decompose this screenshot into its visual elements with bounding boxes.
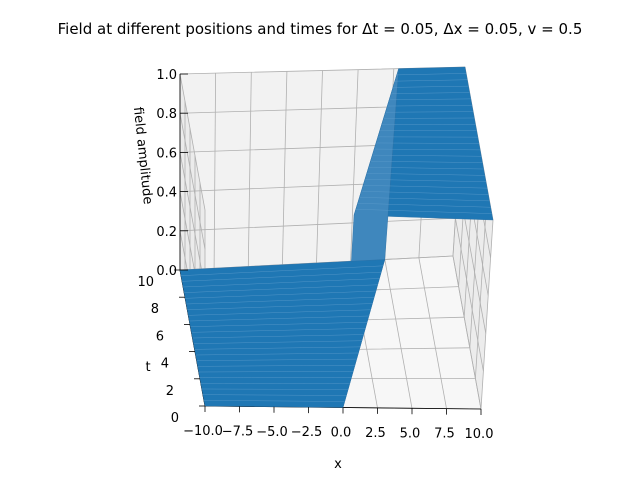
surface-mesh-line (196, 358, 358, 361)
surface-mesh-line (393, 85, 469, 88)
t-tick-label: 8 (151, 302, 159, 317)
surface-mesh-line (188, 309, 372, 316)
t-tick-label: 0 (171, 411, 179, 426)
x-tick-label: −2.5 (291, 425, 323, 440)
z-tick-label: 0.0 (156, 264, 177, 279)
x-tick-label: 5.0 (400, 426, 421, 441)
x-axis-label: x (334, 457, 342, 472)
surface-mesh-line (195, 352, 359, 356)
t-tick-label: 10 (137, 275, 154, 290)
t-axis-label: t (145, 360, 150, 375)
x-tick-label: 2.5 (365, 426, 386, 441)
surface-mesh-line (194, 346, 361, 350)
surface-mesh-line (367, 173, 485, 176)
z-axis-label: field amplitude (130, 106, 155, 205)
t-tick-label: 2 (166, 384, 174, 399)
surface-mesh-line (186, 297, 375, 305)
z-tick-label: 0.4 (156, 186, 177, 201)
surface-mesh-line (202, 394, 347, 396)
surface-mesh-line (197, 365, 356, 367)
z-tick-label: 1.0 (156, 68, 177, 83)
surface-mesh-line (389, 98, 471, 101)
surface-mesh-line (189, 315, 370, 322)
surface-mesh-line (191, 328, 366, 333)
x-tick-label: −5.0 (256, 425, 288, 440)
x-tick-label: 0.0 (331, 426, 352, 441)
gridline-t-right (475, 189, 488, 379)
z-tick-label: 0.6 (156, 146, 177, 161)
t-tick-label: 4 (161, 357, 169, 372)
surface-mesh-line (198, 371, 354, 373)
surface-mesh-line (203, 400, 345, 402)
x-tick-label: −7.5 (222, 424, 254, 439)
x-tick-label: 7.5 (434, 427, 455, 442)
x-tick-label: 10.0 (465, 427, 494, 442)
surface-mesh-line (376, 142, 480, 144)
surface-mesh-line (185, 290, 377, 299)
surface-mesh-line (193, 340, 363, 344)
surface-mesh-line (192, 334, 365, 339)
surface-mesh-line (190, 321, 368, 327)
surface-mesh-line (363, 185, 488, 189)
surface-mesh-line (181, 265, 384, 276)
surface-mesh-line (187, 303, 373, 310)
surface-mesh-line (183, 278, 380, 288)
surface-mesh-line (369, 167, 484, 170)
z-ticks: 0.0 0.2 0.4 0.6 0.8 1.0 (156, 68, 188, 279)
x-ticks: −10.0−7.5 −5.0 −2.5 0.0 2.5 5.0 7.5 10.0 (183, 406, 493, 442)
chart-title: Field at different positions and times f… (58, 20, 583, 38)
surface-mesh-line (355, 209, 492, 214)
surface-mesh-line (365, 179, 487, 182)
surface-mesh-line (391, 92, 470, 94)
surface-mesh-line (359, 197, 490, 202)
surface-mesh-line (372, 154, 482, 157)
z-tick-label: 0.2 (156, 225, 177, 240)
x-tick-label: −10.0 (183, 424, 223, 439)
surface-mesh-line (361, 191, 489, 195)
surface-mesh-line (385, 111, 474, 113)
gridline-t-right (480, 219, 494, 410)
surface-mesh-line (374, 148, 481, 151)
surface-mesh-line (396, 73, 467, 76)
surface-mesh-line (182, 271, 382, 282)
surface-mesh-line (184, 284, 378, 293)
gridline-z (179, 179, 487, 334)
surface-mesh-line (395, 79, 468, 82)
t-tick-label: 6 (156, 329, 164, 344)
surface-mesh-line (370, 161, 483, 163)
surface-mesh (179, 66, 494, 408)
z-tick-label: 0.8 (156, 107, 177, 122)
surface-mesh-line (357, 203, 491, 208)
t-ticks: 0 2 4 6 8 10 (137, 269, 205, 426)
surface-mesh-line (387, 105, 473, 107)
